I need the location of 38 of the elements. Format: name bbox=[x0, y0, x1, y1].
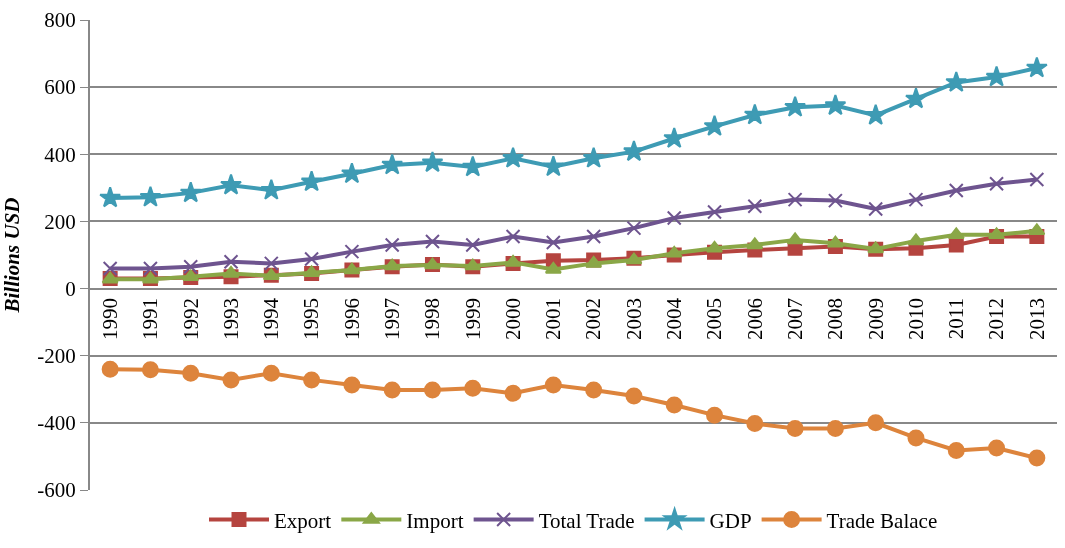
x-tick-label: 2008 bbox=[823, 297, 848, 340]
x-tick-label: 2006 bbox=[742, 297, 767, 340]
x-tick-label: 2013 bbox=[1024, 297, 1049, 340]
y-tick-label: -200 bbox=[37, 344, 76, 369]
x-tick-label: 1996 bbox=[339, 297, 364, 340]
x-tick-label: 2011 bbox=[944, 297, 969, 340]
legend-label: Trade Balace bbox=[826, 508, 938, 533]
x-tick-label: 1991 bbox=[138, 297, 163, 340]
x-tick-label: 2001 bbox=[541, 297, 566, 340]
y-tick-label: 800 bbox=[44, 8, 76, 33]
x-tick-label: 2005 bbox=[702, 297, 727, 340]
x-tick-label: 2004 bbox=[662, 297, 687, 340]
y-tick-label: -600 bbox=[37, 478, 76, 503]
x-tick-label: 2012 bbox=[984, 297, 1009, 340]
y-tick-label: 600 bbox=[44, 75, 76, 100]
x-tick-label: 2000 bbox=[500, 297, 525, 340]
legend-label: Total Trade bbox=[538, 508, 635, 533]
x-tick-label: 1990 bbox=[97, 297, 122, 340]
x-tick-label: 1992 bbox=[178, 297, 203, 340]
x-tick-label: 2009 bbox=[863, 297, 888, 340]
legend-label: GDP bbox=[709, 508, 752, 533]
y-tick-label: -400 bbox=[37, 411, 76, 436]
y-tick-label: 0 bbox=[65, 276, 76, 301]
x-tick-label: 2002 bbox=[581, 297, 606, 340]
x-tick-label: 2003 bbox=[621, 297, 646, 340]
x-tick-label: 1995 bbox=[299, 297, 324, 340]
x-tick-label: 1998 bbox=[420, 297, 445, 340]
x-tick-label: 2007 bbox=[782, 297, 807, 340]
x-tick-label: 1993 bbox=[218, 297, 243, 340]
y-axis-title: Billions USD bbox=[0, 197, 24, 314]
x-tick-label: 1997 bbox=[380, 297, 405, 340]
y-tick-label: 200 bbox=[44, 209, 76, 234]
legend-label: Import bbox=[406, 508, 464, 533]
legend-label: Export bbox=[274, 508, 332, 533]
y-tick-label: 400 bbox=[44, 142, 76, 167]
x-tick-label: 1999 bbox=[460, 297, 485, 340]
x-tick-label: 2010 bbox=[903, 297, 928, 340]
x-tick-label: 1994 bbox=[259, 297, 284, 340]
